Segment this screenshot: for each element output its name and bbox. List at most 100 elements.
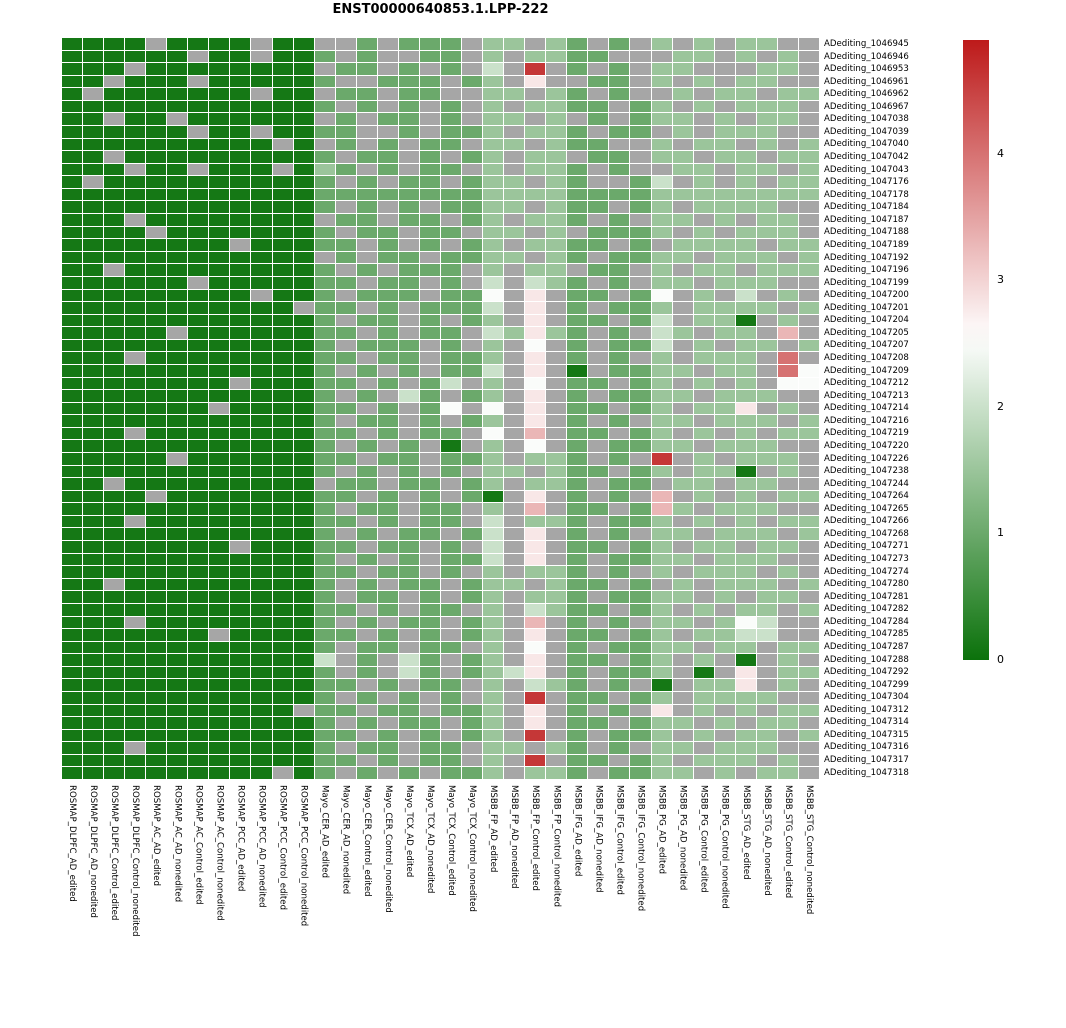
heatmap-cell: [777, 402, 798, 415]
heatmap-cell: [62, 327, 83, 339]
heatmap-cell: [188, 214, 209, 226]
heatmap-cell: [251, 377, 272, 390]
heatmap-cell: [756, 704, 777, 717]
heatmap-cell: [735, 616, 756, 629]
heatmap-cell: [440, 339, 462, 352]
heatmap-cell: [546, 415, 567, 427]
heatmap-cell: [146, 427, 167, 440]
heatmap-cell: [546, 679, 567, 691]
heatmap-cell: [777, 641, 798, 654]
heatmap-cell: [419, 151, 440, 163]
heatmap-cell: [125, 138, 146, 151]
heatmap-cell: [756, 503, 777, 515]
heatmap-cell: [630, 679, 651, 691]
heatmap-cell: [335, 151, 356, 163]
heatmap-cell: [630, 465, 651, 478]
heatmap-cell: [209, 163, 230, 176]
heatmap-cell: [462, 666, 483, 679]
heatmap-cell: [609, 402, 630, 415]
heatmap-cell: [356, 629, 377, 641]
heatmap-cell: [504, 754, 525, 767]
heatmap-cell: [483, 666, 504, 679]
heatmap-cell: [83, 427, 104, 440]
heatmap-cell: [209, 704, 230, 717]
heatmap-cell: [230, 440, 251, 453]
heatmap-cell: [419, 629, 440, 641]
heatmap-cell: [377, 226, 398, 239]
heatmap-cell: [146, 264, 167, 276]
heatmap-cell: [356, 541, 377, 553]
heatmap-cell: [188, 188, 209, 201]
heatmap-cell: [146, 641, 167, 654]
heatmap-cell: [251, 503, 272, 515]
heatmap-cell: [546, 704, 567, 717]
heatmap-cell: [62, 100, 83, 113]
row-label: ADediting_1047199: [824, 277, 909, 288]
heatmap-cell: [567, 390, 588, 402]
heatmap-cell: [314, 63, 335, 75]
heatmap-cell: [504, 490, 525, 503]
heatmap-cell: [651, 176, 672, 188]
heatmap-cell: [525, 302, 546, 314]
heatmap-cell: [462, 113, 483, 126]
heatmap-cell: [209, 50, 230, 63]
column-label: MSBB_STG_Control_edited: [782, 785, 793, 899]
heatmap-cell: [356, 264, 377, 276]
heatmap-cell: [546, 50, 567, 63]
heatmap-cell: [525, 138, 546, 151]
heatmap-cell: [651, 302, 672, 314]
heatmap-cell: [630, 151, 651, 163]
heatmap-cell: [525, 440, 546, 453]
heatmap-cell: [83, 578, 104, 591]
heatmap-cell: [272, 566, 293, 578]
heatmap-cell: [167, 553, 188, 566]
heatmap-cell: [756, 553, 777, 566]
heatmap-cell: [167, 126, 188, 138]
heatmap-cell: [798, 239, 819, 251]
heatmap-cell: [672, 754, 693, 767]
heatmap-cell: [462, 364, 483, 377]
heatmap-cell: [335, 100, 356, 113]
heatmap-cell: [651, 541, 672, 553]
heatmap-cell: [146, 201, 167, 214]
heatmap-cell: [314, 100, 335, 113]
heatmap-cell: [714, 717, 735, 729]
heatmap-cell: [167, 163, 188, 176]
heatmap-cell: [272, 515, 293, 528]
column-label: Mayo_TCX_AD_edited: [403, 785, 414, 878]
heatmap-cell: [504, 176, 525, 188]
heatmap-cell: [209, 377, 230, 390]
heatmap-cell: [693, 528, 714, 541]
heatmap-cell: [714, 75, 735, 88]
heatmap-cell: [609, 566, 630, 578]
heatmap-cell: [62, 629, 83, 641]
heatmap-cell: [335, 503, 356, 515]
heatmap-cell: [672, 566, 693, 578]
heatmap-cell: [525, 654, 546, 666]
heatmap-cell: [630, 75, 651, 88]
heatmap-cell: [609, 616, 630, 629]
heatmap-cell: [651, 754, 672, 767]
heatmap-cell: [651, 138, 672, 151]
heatmap-cell: [672, 327, 693, 339]
heatmap-cell: [567, 641, 588, 654]
row-label: ADediting_1046967: [824, 101, 909, 112]
heatmap-cell: [62, 591, 83, 603]
heatmap-cell: [777, 478, 798, 490]
heatmap-cell: [314, 50, 335, 63]
heatmap-cell: [125, 201, 146, 214]
heatmap-cell: [440, 188, 462, 201]
heatmap-cell: [525, 226, 546, 239]
heatmap-cell: [525, 566, 546, 578]
heatmap-cell: [630, 88, 651, 100]
heatmap-cell: [230, 717, 251, 729]
heatmap-cell: [651, 226, 672, 239]
heatmap-cell: [798, 427, 819, 440]
heatmap-cell: [125, 352, 146, 364]
heatmap-cell: [567, 201, 588, 214]
heatmap-cell: [419, 352, 440, 364]
heatmap-cell: [335, 440, 356, 453]
heatmap-cell: [419, 113, 440, 126]
heatmap-cell: [651, 453, 672, 465]
heatmap-cell: [377, 528, 398, 541]
